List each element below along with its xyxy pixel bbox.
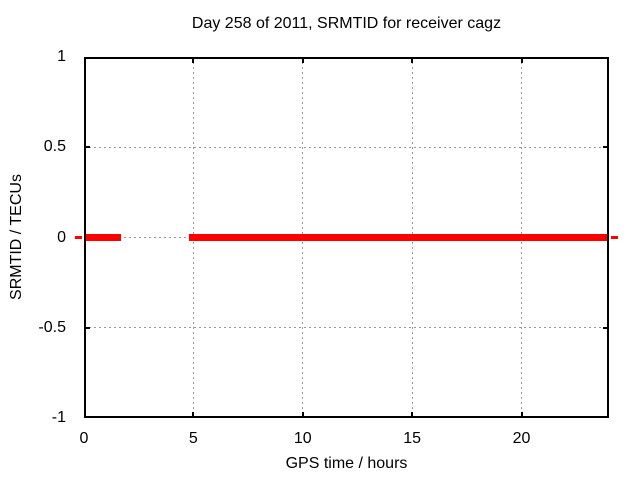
tick-mark <box>603 146 609 149</box>
y0-outer-dash-left <box>75 236 82 239</box>
chart-title: Day 258 of 2011, SRMTID for receiver cag… <box>191 15 502 32</box>
tick-mark <box>301 57 304 63</box>
y-tick-label: 0 <box>57 228 66 246</box>
plot-canvas: 0 5 10 15 20 -1 -0.5 0 0.5 1 <box>38 48 618 447</box>
y0-outer-dash-right <box>611 236 618 239</box>
gridline-h <box>84 146 609 148</box>
x-tick-label: 5 <box>188 430 198 447</box>
data-line-segment <box>189 234 609 241</box>
x-tick-label: 10 <box>293 430 312 447</box>
data-line-segment <box>84 234 122 241</box>
tick-mark <box>411 412 414 418</box>
tick-mark <box>84 326 90 329</box>
x-tick-label: 20 <box>512 430 531 447</box>
plot-border <box>84 57 609 418</box>
tick-mark <box>301 412 304 418</box>
tick-mark <box>192 57 195 63</box>
tick-mark <box>603 326 609 329</box>
y-tick-label: -0.5 <box>38 318 66 336</box>
x-axis-label: GPS time / hours <box>285 455 408 472</box>
tick-mark <box>84 146 90 149</box>
tick-mark <box>520 57 523 63</box>
y-tick-label: 1 <box>57 48 66 65</box>
tick-mark <box>411 57 414 63</box>
x-tick-label: 0 <box>79 430 89 447</box>
y-tick-label: -1 <box>51 409 66 426</box>
x-tick-label: 15 <box>403 430 422 447</box>
tick-mark <box>520 412 523 418</box>
gridline-h <box>84 327 609 329</box>
tick-mark <box>192 412 195 418</box>
y-tick-label: 0.5 <box>43 138 66 156</box>
